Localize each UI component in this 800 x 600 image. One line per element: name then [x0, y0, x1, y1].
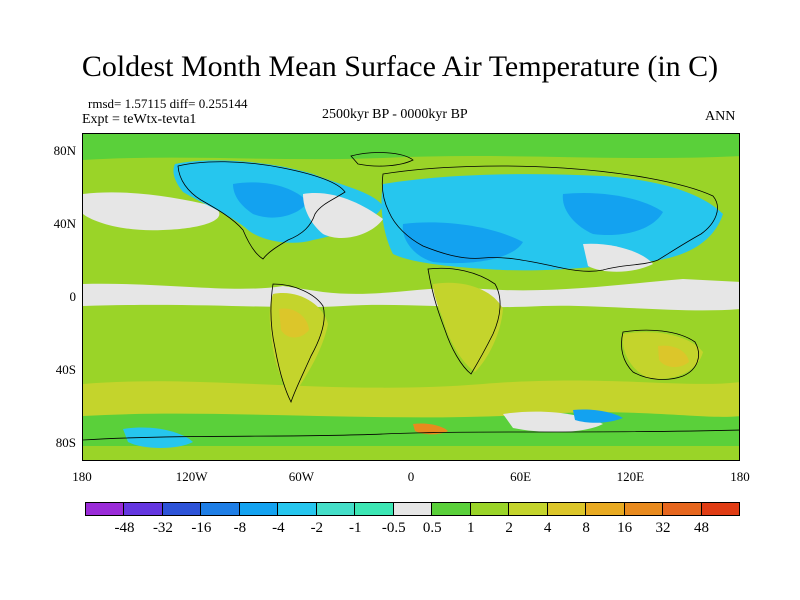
lat-tick-label: 80N: [53, 143, 76, 159]
temperature-map: [82, 133, 740, 461]
lat-tick-label: 80S: [55, 434, 76, 450]
colorbar-swatch: [123, 502, 163, 516]
colorbar-label: -32: [152, 520, 173, 536]
colorbar-label: 2: [505, 520, 513, 536]
colorbar-swatch: [508, 502, 548, 516]
map-canvas: [83, 134, 739, 460]
europe-cooler: [402, 222, 523, 264]
lon-tick-label: 60E: [510, 469, 532, 484]
colorbar-swatch: [354, 502, 394, 516]
coastlines: [83, 152, 739, 441]
colorbar-label: -16: [191, 520, 212, 536]
north-atlantic-neutral: [303, 193, 383, 239]
colorbar-swatch: [315, 502, 356, 516]
colorbar-label: 48: [694, 520, 710, 536]
colorbar-swatch: [392, 502, 433, 516]
stats-label: rmsd= 1.57115 diff= 0.255144: [88, 96, 248, 111]
colorbar-swatch: [469, 502, 510, 516]
colorbar-label: -2: [310, 520, 324, 536]
colorbar-swatch: [161, 502, 202, 516]
colorbar-swatch: [623, 502, 664, 516]
colorbar-label: 0.5: [422, 520, 442, 536]
colorbar-label: -4: [272, 520, 285, 536]
lon-tick-label: 0: [407, 469, 415, 484]
north-pacific-neutral: [83, 192, 220, 231]
siberia-cooler: [562, 192, 663, 236]
africa-warm: [433, 282, 503, 372]
antarctic-cooler-patch: [573, 409, 623, 423]
lon-tick-label: 180: [730, 469, 750, 484]
colorbar-label: 32: [655, 520, 671, 536]
colorbar-swatch: [277, 502, 317, 516]
north-america-cooler: [233, 182, 308, 218]
colorbar-label: -8: [233, 520, 247, 536]
antarctic-warm-patch: [413, 423, 448, 435]
australia-hot: [658, 345, 689, 368]
lon-tick-label: 120E: [616, 469, 645, 484]
season-label: ANN: [705, 109, 736, 124]
colorbar-swatch: [585, 502, 625, 516]
colorbar-label: 4: [543, 520, 552, 536]
colorbar-label: 8: [582, 520, 590, 536]
equatorial-neutral-band: [83, 279, 739, 311]
colorbar-label: -0.5: [381, 520, 406, 536]
lon-tick-label: 60W: [288, 469, 314, 484]
antarctic-cool-patch: [123, 427, 193, 448]
lat-tick-label: 40S: [55, 361, 76, 377]
lon-tick-label: 180: [72, 469, 92, 484]
period-label: 2500kyr BP - 0000kyr BP: [322, 107, 468, 122]
south-america-hot: [279, 308, 309, 338]
lat-tick-label: 40N: [53, 216, 76, 232]
colorbar-swatch: [431, 502, 471, 516]
map-title: Coldest Month Mean Surface Air Temperatu…: [81, 50, 719, 83]
colorbar-swatch: [85, 502, 125, 516]
experiment-label: Expt = teWtx-tevta1: [82, 112, 197, 127]
lon-tick-label: 120W: [175, 469, 208, 484]
colorbar-swatch: [700, 502, 740, 516]
colorbar: [85, 502, 740, 516]
colorbar-label: -1: [349, 520, 362, 536]
colorbar-swatch: [238, 502, 279, 516]
colorbar-label: 1: [466, 520, 475, 536]
colorbar-swatch: [662, 502, 702, 516]
colorbar-label: -48: [114, 520, 135, 536]
arctic-band: [83, 134, 739, 160]
colorbar-label: 16: [617, 520, 633, 536]
colorbar-swatch: [546, 502, 587, 516]
lat-tick-label: 0: [69, 289, 77, 304]
colorbar-swatch: [200, 502, 240, 516]
